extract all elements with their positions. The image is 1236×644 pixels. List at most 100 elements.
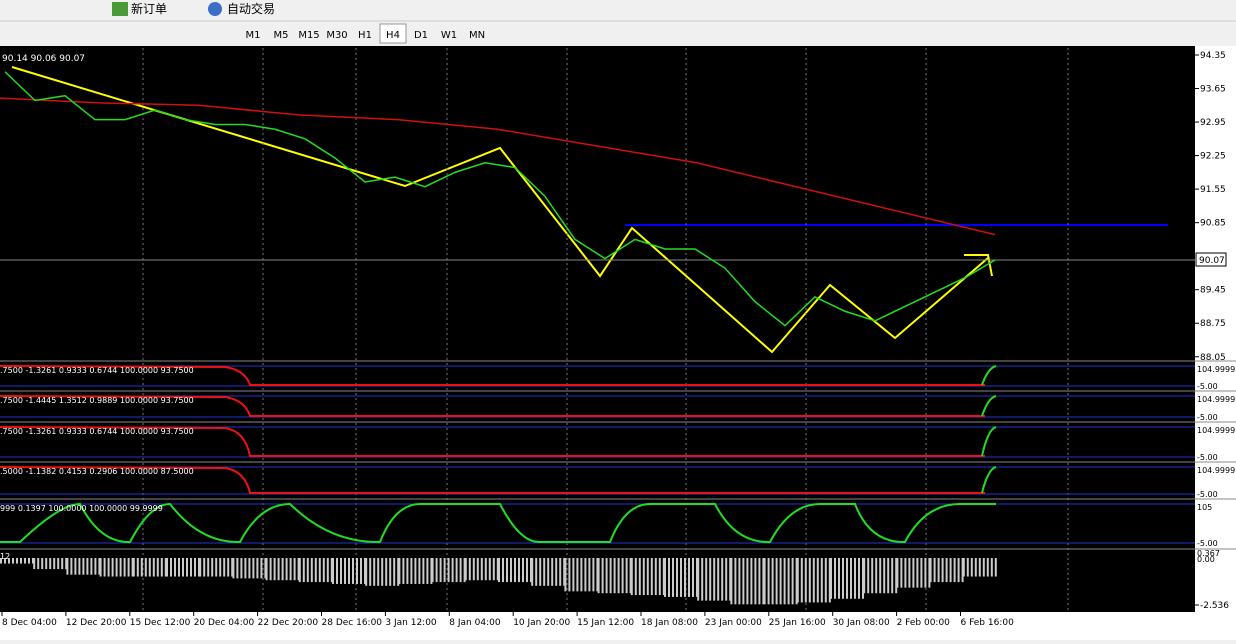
macd-bar [240, 558, 243, 579]
time-label: 18 Jan 08:00 [641, 618, 698, 628]
time-label: 20 Dec 04:00 [194, 618, 255, 628]
macd-bar [398, 558, 401, 584]
macd-bar [961, 558, 964, 583]
indicator-axis-label: 104.9999 [1197, 426, 1235, 435]
macd-bar [70, 558, 73, 575]
macd-bar [332, 558, 334, 584]
timeframe-button[interactable]: M1 [246, 30, 261, 41]
macd-bar [318, 558, 321, 583]
price-tick-label: 93.65 [1200, 85, 1226, 95]
macd-bar [123, 558, 126, 577]
macd-bar [924, 558, 927, 588]
macd-bar [310, 558, 313, 583]
macd-bar [174, 558, 176, 577]
timeframe-button[interactable]: H4 [386, 30, 400, 41]
macd-bar [152, 558, 155, 577]
indicator-axis-label: 104.9999 [1197, 365, 1235, 374]
macd-bar [883, 558, 886, 594]
macd-bar [492, 558, 495, 581]
macd-bar [568, 558, 571, 592]
macd-bar [364, 558, 366, 584]
macd-bar [28, 558, 30, 564]
macd-bar [326, 558, 329, 583]
macd-bar [131, 558, 134, 577]
price-tick-label: 91.55 [1200, 185, 1226, 195]
macd-bar [621, 558, 624, 594]
macd-bar [20, 558, 22, 564]
macd-bar [340, 558, 342, 584]
timeframe-button[interactable]: M5 [274, 30, 289, 41]
macd-bar [402, 558, 405, 584]
timeframe-button[interactable]: M15 [298, 30, 319, 41]
time-label: 15 Jan 12:00 [577, 618, 634, 628]
macd-bar [484, 558, 487, 581]
macd-bar [551, 558, 554, 586]
macd-bar [170, 558, 172, 577]
macd-bar [820, 558, 823, 603]
macd-bar [468, 558, 471, 581]
macd-bar [430, 558, 433, 584]
macd-bar [863, 558, 866, 594]
macd-bar [115, 558, 118, 577]
macd-bar [970, 558, 973, 577]
macd-bar [642, 558, 645, 596]
indicator-line [981, 426, 997, 457]
macd-bar [783, 558, 786, 605]
indicator-line [0, 395, 985, 417]
macd-bar [0, 558, 2, 564]
macd-bar [729, 558, 732, 601]
macd-bar [592, 558, 595, 592]
macd-bar [634, 558, 637, 596]
macd-bar [779, 558, 782, 605]
macd-bar [650, 558, 653, 596]
macd-bar [664, 558, 666, 597]
macd-bar [198, 558, 200, 577]
macd-bar [701, 558, 704, 601]
macd-bar [658, 558, 661, 596]
macd-bar [186, 558, 188, 577]
indicator-line [0, 466, 985, 494]
timeframe-button[interactable]: M30 [326, 30, 347, 41]
indicator-axis-label: -5.00 [1197, 539, 1218, 548]
new-order-icon[interactable] [112, 2, 128, 16]
macd-bar [277, 558, 280, 581]
macd-bar [377, 558, 380, 586]
new-order-button[interactable]: 新订单 [131, 1, 167, 16]
macd-bar [854, 558, 856, 599]
macd-bar [223, 558, 226, 577]
macd-bar [713, 558, 716, 601]
macd-bar [721, 558, 724, 601]
macd-bar [144, 558, 147, 577]
macd-bar [625, 558, 628, 594]
macd-bar [344, 558, 346, 584]
indicator-axis-label: 105 [1197, 503, 1212, 512]
indicator-label: 999 0.1397 100.0000 100.0000 99.9999 [0, 504, 163, 513]
macd-bar [928, 558, 931, 588]
auto-trading-button[interactable]: 自动交易 [227, 1, 275, 16]
macd-bar [746, 558, 749, 605]
macd-bar [397, 558, 400, 586]
timeframe-button[interactable]: H1 [358, 30, 372, 41]
price-tick-label: 89.45 [1200, 286, 1226, 296]
price-axis [1195, 46, 1236, 612]
macd-bar [990, 558, 993, 577]
timeframe-button[interactable]: D1 [414, 30, 428, 41]
macd-bar [916, 558, 919, 588]
macd-bar [613, 558, 616, 594]
macd-bar [539, 558, 542, 586]
indicator-label: .7500 -1.4445 1.3512 0.9889 100.0000 93.… [0, 396, 194, 405]
auto-trading-icon[interactable] [208, 2, 222, 16]
indicator-axis-label: -5.00 [1197, 490, 1218, 499]
macd-bar [4, 558, 6, 564]
indicator-label: .7500 -1.3261 0.9333 0.6744 100.0000 93.… [0, 427, 194, 436]
indicator-label: .5000 -1.1382 0.4153 0.2906 100.0000 87.… [0, 467, 194, 476]
timeframe-button[interactable]: MN [469, 30, 485, 41]
macd-bar [41, 558, 44, 570]
macd-bar [156, 558, 159, 577]
macd-bar [298, 558, 301, 583]
macd-bar [12, 558, 14, 564]
timeframe-button[interactable]: W1 [441, 30, 457, 41]
macd-bar [369, 558, 372, 586]
macd-bar [680, 558, 682, 597]
macd-bar [24, 558, 26, 564]
